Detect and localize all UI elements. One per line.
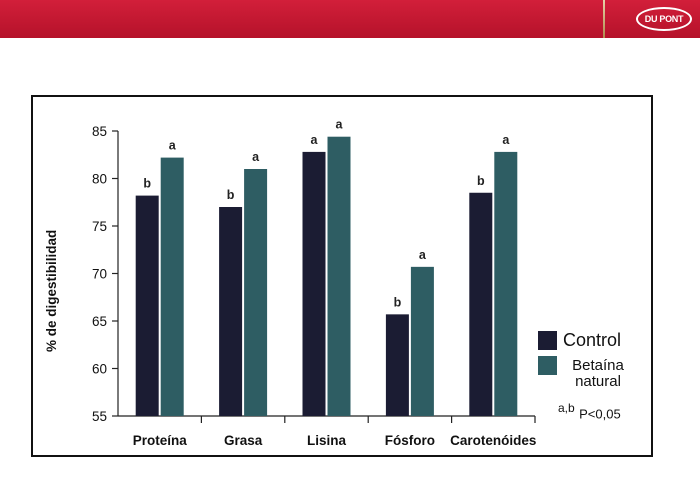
bar-significance-label: a xyxy=(336,118,344,132)
legend-item-betaina: Betaína natural xyxy=(538,356,633,390)
x-tick-label: Fósforo xyxy=(385,433,435,448)
legend-label-control: Control xyxy=(563,330,622,350)
y-tick-label: 65 xyxy=(92,314,107,329)
legend-swatch-control xyxy=(538,331,557,350)
y-tick-label: 70 xyxy=(92,267,107,282)
x-tick-label: Carotenóides xyxy=(450,433,536,448)
y-tick-label: 80 xyxy=(92,172,107,187)
bar-betaina xyxy=(244,169,268,416)
banner-divider xyxy=(603,0,605,38)
bar-control xyxy=(469,192,493,416)
y-tick-label: 55 xyxy=(92,409,107,424)
bar-betaina xyxy=(160,157,184,416)
x-tick-label: Grasa xyxy=(224,433,263,448)
bar-betaina xyxy=(327,136,351,416)
bar-significance-label: a xyxy=(419,248,427,262)
bar-significance-label: b xyxy=(143,177,151,191)
bar-significance-label: b xyxy=(477,174,485,188)
bar-betaina xyxy=(410,266,434,416)
bar-control xyxy=(135,195,159,416)
bar-significance-label: a xyxy=(311,133,319,147)
legend-swatch-betaina xyxy=(538,356,557,375)
bar-control xyxy=(302,151,326,416)
bar-control xyxy=(219,207,243,416)
y-tick-label: 75 xyxy=(92,219,107,234)
y-tick-label: 85 xyxy=(92,124,107,139)
bar-control xyxy=(385,314,409,416)
x-tick-label: Lisina xyxy=(307,433,347,448)
top-banner: DU PONT xyxy=(0,0,700,38)
legend-item-control: Control xyxy=(538,330,622,351)
dupont-logo: DU PONT xyxy=(636,7,692,31)
bar-significance-label: b xyxy=(227,188,235,202)
x-tick-label: Proteína xyxy=(133,433,188,448)
bar-significance-label: b xyxy=(394,295,402,309)
bar-significance-label: a xyxy=(169,139,177,153)
significance-threshold: P<0,05 xyxy=(579,406,621,422)
y-axis-label: % de digestibilidad xyxy=(44,229,59,352)
significance-letters: a,b xyxy=(558,401,575,415)
bar-significance-label: a xyxy=(502,133,510,147)
legend-label-betaina: Betaína natural xyxy=(572,357,624,390)
bar-significance-label: a xyxy=(252,150,260,164)
significance-note: a,b P<0,05 xyxy=(558,401,621,423)
logo-text: DU PONT xyxy=(644,14,684,24)
bar-betaina xyxy=(494,151,518,416)
y-tick-label: 60 xyxy=(92,362,107,377)
